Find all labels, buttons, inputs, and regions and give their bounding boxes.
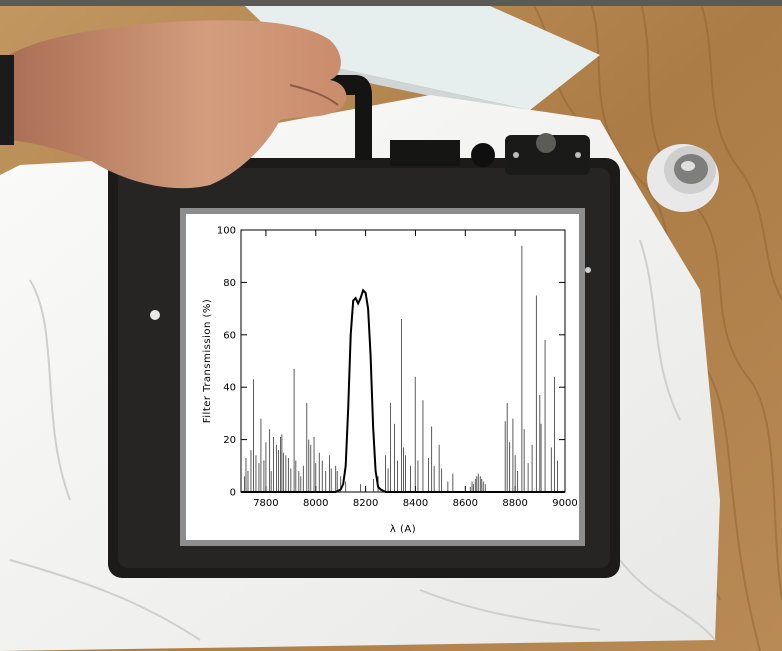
hand (0, 20, 347, 189)
spectrum-chart-panel: 7800 8000 8200 8400 8600 8800 9000 0 20 40 60 80 10… (180, 208, 585, 546)
y-tick-label: 100 (217, 226, 236, 237)
holder-block-screw (513, 152, 519, 158)
chart-frame (240, 229, 566, 493)
hand-knuckle-shadow (289, 84, 339, 106)
paper-stack (245, 6, 600, 110)
x-tick-label: 9000 (552, 498, 577, 509)
holder-bracket (390, 140, 460, 166)
x-tick-label: 8000 (303, 498, 328, 509)
holder-screw-right (585, 267, 591, 273)
sky-emission-series (244, 245, 558, 492)
y-axis-label: Filter Transmission (%) (202, 299, 213, 424)
x-axis-ticks: 7800 8000 8200 8400 8600 8800 9000 (253, 230, 578, 509)
sleeve (0, 55, 14, 145)
x-tick-label: 8400 (403, 498, 428, 509)
y-tick-label: 20 (223, 435, 236, 446)
y-tick-label: 0 (230, 488, 236, 499)
holder-screw-left (150, 310, 160, 320)
x-tick-label: 8200 (353, 498, 378, 509)
spectrum-chart: 7800 8000 8200 8400 8600 8800 9000 0 20 40 60 80 10… (202, 226, 578, 536)
x-axis-label: λ (A) (390, 524, 416, 535)
plot-border (240, 229, 566, 493)
y-tick-label: 80 (223, 278, 236, 289)
y-tick-label: 60 (223, 330, 236, 341)
holder-block (505, 135, 590, 175)
x-tick-label: 7800 (253, 498, 278, 509)
tissue-creases (9, 239, 716, 641)
holder-block-screw (575, 152, 581, 158)
y-tick-label: 40 (223, 383, 236, 394)
y-axis-ticks: 0 20 40 60 80 100 (217, 226, 565, 499)
x-tick-label: 8600 (453, 498, 478, 509)
filter-transmission-curve (241, 288, 565, 493)
loupe (647, 144, 719, 212)
x-tick-label: 8800 (502, 498, 527, 509)
top-edge-strip (0, 0, 782, 6)
holder-knob (471, 143, 495, 167)
holder-block-cap (536, 133, 556, 153)
